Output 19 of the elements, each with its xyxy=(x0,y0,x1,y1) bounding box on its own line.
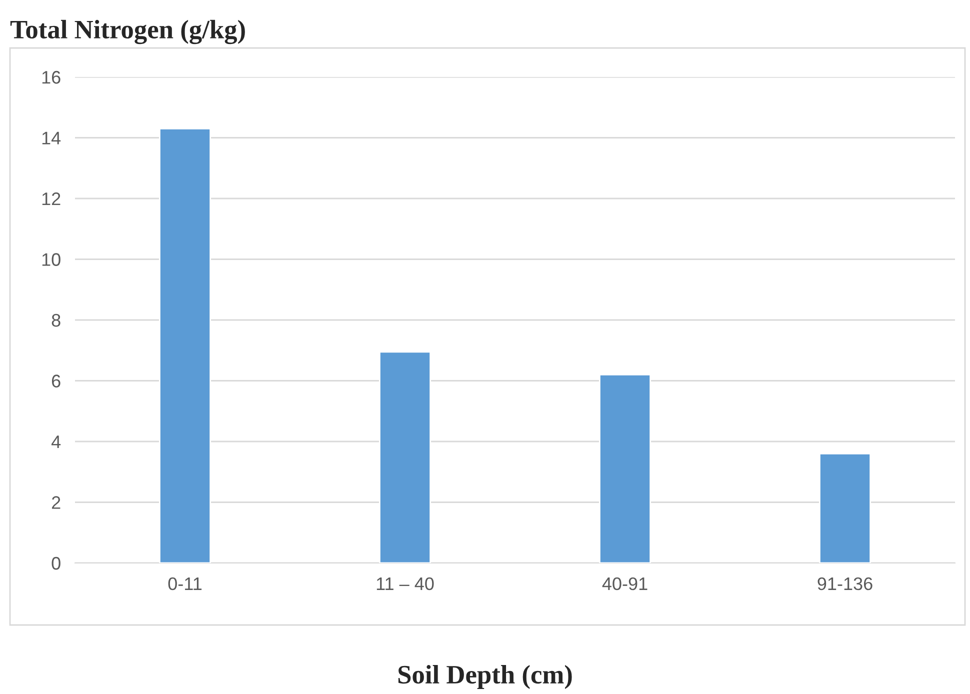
y-tick-label: 0 xyxy=(52,556,60,570)
bar xyxy=(599,374,651,563)
y-tick-label: 12 xyxy=(42,192,60,206)
y-tick-label: 10 xyxy=(42,253,60,266)
x-tick-label: 40-91 xyxy=(602,577,648,590)
bar xyxy=(379,351,431,563)
y-tick-label: 8 xyxy=(52,314,60,327)
x-tick-label: 0-11 xyxy=(168,577,202,590)
y-tick-label: 14 xyxy=(42,132,61,144)
chart-title: Total Nitrogen (g/kg) xyxy=(10,20,245,44)
bar xyxy=(819,452,871,563)
x-axis-title: Soil Depth (cm) xyxy=(398,665,572,689)
y-tick-label: 6 xyxy=(52,374,60,388)
y-tick-label: 16 xyxy=(42,70,60,84)
x-tick-label: 11 – 40 xyxy=(376,577,434,590)
x-tick-label: 91-136 xyxy=(818,577,872,590)
bar xyxy=(159,128,211,563)
y-tick-label: 4 xyxy=(51,436,61,448)
y-tick-label: 2 xyxy=(52,496,60,509)
